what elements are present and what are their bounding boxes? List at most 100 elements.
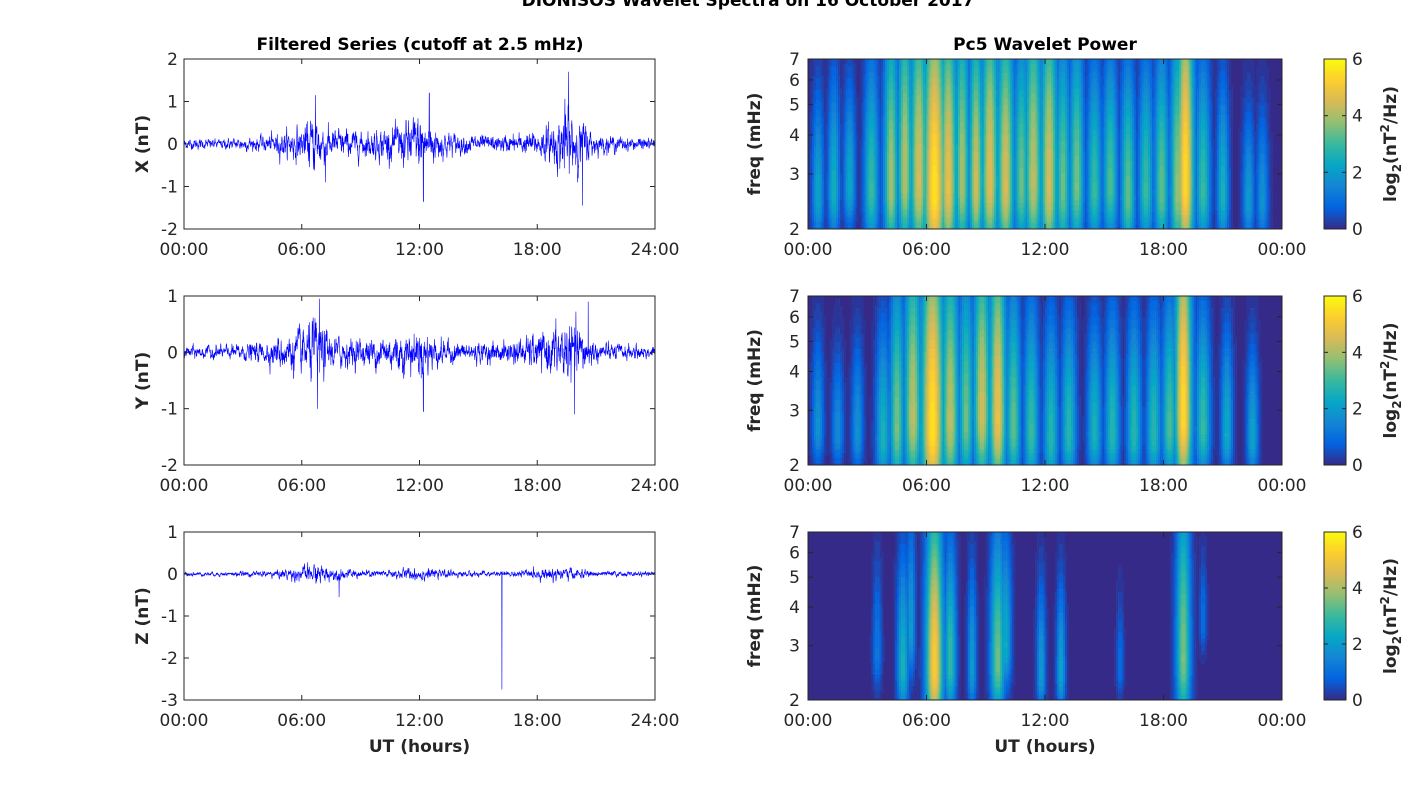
- series-line: [183, 71, 656, 206]
- series-line: [183, 298, 656, 415]
- x-tick-label: 12:00: [1021, 476, 1070, 496]
- heatmap-cells: [932, 618, 937, 689]
- colorbar-gradient: [1323, 295, 1347, 466]
- y-tick-label: 0: [167, 135, 178, 155]
- colorbar-label-part: 2: [1390, 636, 1404, 644]
- x-tick-label: 24:00: [631, 476, 680, 496]
- timeseries-panel-1: -2 -1 0 1 2 00:00 06:00 12:00 18:00 24:00 X (nT): [133, 50, 680, 260]
- colorbar-label-part: /Hz): [1381, 86, 1401, 124]
- y-tick-label: 6: [789, 308, 800, 328]
- colorbar-tick-label: 6: [1352, 523, 1363, 543]
- colorbar-tick-label: 6: [1352, 287, 1363, 307]
- heatmap-cells: [881, 296, 1229, 466]
- y-tick-label: 2: [167, 50, 178, 70]
- x-tick-label: 06:00: [902, 476, 951, 496]
- heatmap-cells: [808, 296, 1263, 466]
- y-tick-label: 3: [789, 637, 800, 657]
- y-tick-label: 2: [789, 456, 800, 476]
- axes-frame: [807, 531, 1283, 701]
- y-tick-label: 4: [789, 362, 800, 382]
- y-tick-label: 1: [167, 287, 178, 307]
- x-tick-label: 00:00: [1258, 711, 1307, 731]
- y-tick-label: -1: [161, 178, 178, 198]
- y-tick-label: -1: [161, 400, 178, 420]
- x-tick-label: 18:00: [513, 476, 562, 496]
- heatmap-cells: [815, 59, 1265, 230]
- y-axis-label: X (nT): [133, 115, 153, 173]
- y-tick-label: 0: [167, 565, 178, 585]
- x-tick-label: 06:00: [277, 476, 326, 496]
- colorbar-tick-label: 2: [1352, 400, 1363, 420]
- y-tick-label: -2: [161, 456, 178, 476]
- x-tick-label: 06:00: [902, 240, 951, 260]
- y-tick-label: 7: [789, 287, 800, 307]
- axes-frame: [807, 295, 1283, 466]
- y-tick-label: -2: [161, 649, 178, 669]
- y-tick-label: 2: [789, 691, 800, 711]
- x-tick-label: 12:00: [395, 711, 444, 731]
- heatmap-cells: [815, 296, 1257, 466]
- x-tick-label: 06:00: [902, 711, 951, 731]
- heatmap-cells: [892, 296, 1206, 466]
- colorbar-tick-label: 0: [1352, 220, 1363, 240]
- colorbar-tick-label: 0: [1352, 456, 1363, 476]
- series-line: [183, 562, 656, 690]
- colorbar-tick-label: 2: [1352, 163, 1363, 183]
- y-axis-label: Y (nT): [133, 352, 153, 410]
- x-tick-label: 18:00: [513, 711, 562, 731]
- x-tick-label: 00:00: [1258, 476, 1307, 496]
- heatmap-cells: [813, 296, 1259, 466]
- x-tick-label: 12:00: [1021, 240, 1070, 260]
- figure-suptitle: DIONISOS Wavelet Spectra on 16 October 2…: [522, 0, 975, 11]
- heatmap-cells: [811, 59, 1267, 230]
- y-tick-label: 3: [789, 401, 800, 421]
- x-tick-label: 24:00: [631, 711, 680, 731]
- heatmap-cells: [808, 59, 1283, 230]
- heatmap-cells: [887, 59, 1192, 230]
- colorbar-label-part: (nT: [1381, 369, 1401, 401]
- colorbar-gradient: [1323, 531, 1347, 701]
- y-tick-label: 5: [789, 96, 800, 116]
- colorbar-label-part: /Hz): [1381, 558, 1401, 596]
- x-tick-label: 00:00: [784, 240, 833, 260]
- x-tick-label: 18:00: [513, 240, 562, 260]
- y-tick-label: 4: [789, 126, 800, 146]
- heatmap-cells: [831, 59, 1226, 230]
- colorbar-label-part: /Hz): [1381, 323, 1401, 361]
- timeseries-panel-2: -2 -1 0 1 00:00 06:00 12:00 18:00 24:00 Y (nT): [133, 287, 680, 496]
- y-tick-label: -3: [161, 691, 178, 711]
- colorbar-label-part: log: [1381, 409, 1401, 439]
- colorbar-label-part: log: [1381, 172, 1401, 202]
- heatmap-cells: [813, 296, 1257, 466]
- x-tick-label: 00:00: [1258, 240, 1307, 260]
- y-tick-label: -1: [161, 607, 178, 627]
- heatmap-cells: [932, 630, 937, 686]
- heatmap-cells: [930, 601, 939, 696]
- x-tick-label: 18:00: [1139, 476, 1188, 496]
- y-tick-label: -2: [161, 220, 178, 240]
- x-tick-label: 12:00: [395, 240, 444, 260]
- y-tick-label: 3: [789, 165, 800, 185]
- y-tick-label: 4: [789, 598, 800, 618]
- heatmap-cells: [930, 402, 935, 442]
- x-tick-label: 24:00: [631, 240, 680, 260]
- y-axis-label: Z (nT): [133, 587, 153, 644]
- axes-frame: [183, 531, 656, 701]
- x-axis-label: UT (hours): [369, 737, 470, 757]
- heatmap-cells: [932, 644, 937, 679]
- y-tick-label: 0: [167, 343, 178, 363]
- y-tick-label: 5: [789, 568, 800, 588]
- axes-frame: [807, 58, 1283, 230]
- x-tick-label: 00:00: [784, 711, 833, 731]
- colorbar-label-part: 2: [1390, 400, 1404, 408]
- heatmap-cells: [811, 296, 1259, 466]
- heatmap-cells: [930, 594, 939, 698]
- x-tick-label: 00:00: [160, 711, 209, 731]
- x-tick-label: 00:00: [160, 476, 209, 496]
- colorbar-tick-label: 6: [1352, 50, 1363, 70]
- y-tick-label: 5: [789, 332, 800, 352]
